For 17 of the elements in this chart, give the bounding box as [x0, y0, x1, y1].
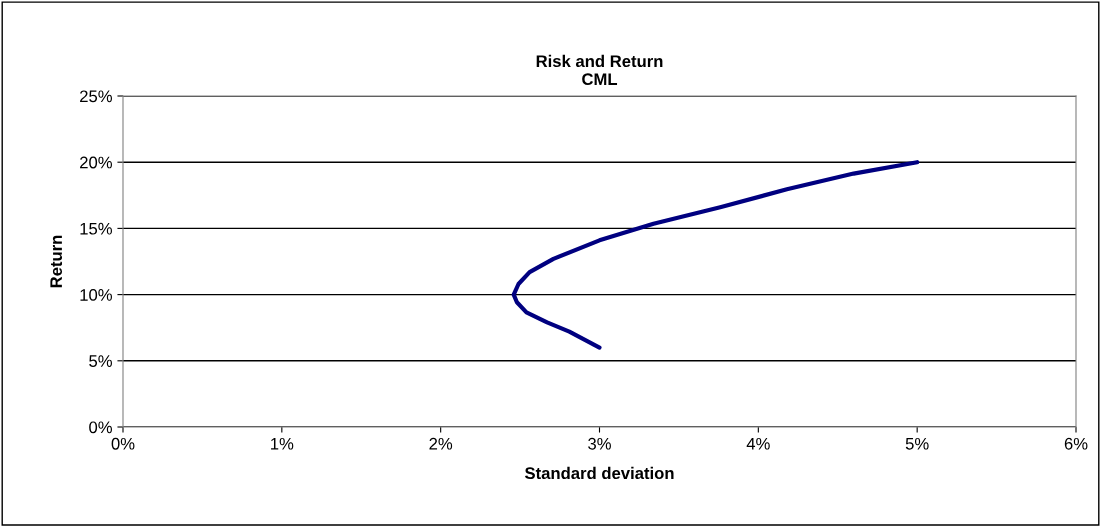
chart-title: Risk and Return CML — [536, 54, 663, 86]
y-tick-label: 15% — [80, 222, 112, 235]
y-tick-label: 20% — [80, 156, 112, 169]
x-axis-title: Standard deviation — [524, 466, 674, 480]
x-tick-label: 0% — [111, 437, 135, 450]
x-tick-label: 2% — [429, 437, 453, 450]
x-tick-label: 5% — [905, 437, 929, 450]
y-tick-label: 10% — [80, 289, 112, 301]
line-series — [511, 160, 920, 350]
x-tick-label: 1% — [271, 437, 294, 450]
x-tick-label: 6% — [1064, 437, 1088, 450]
y-tick-label: 25% — [80, 90, 112, 103]
y-tick-label: 0% — [89, 421, 112, 434]
x-tick-label: 4% — [746, 437, 770, 450]
y-tick-label: 5% — [89, 355, 112, 367]
x-tick-label: 3% — [588, 437, 611, 450]
y-axis-title: Return — [50, 235, 63, 288]
